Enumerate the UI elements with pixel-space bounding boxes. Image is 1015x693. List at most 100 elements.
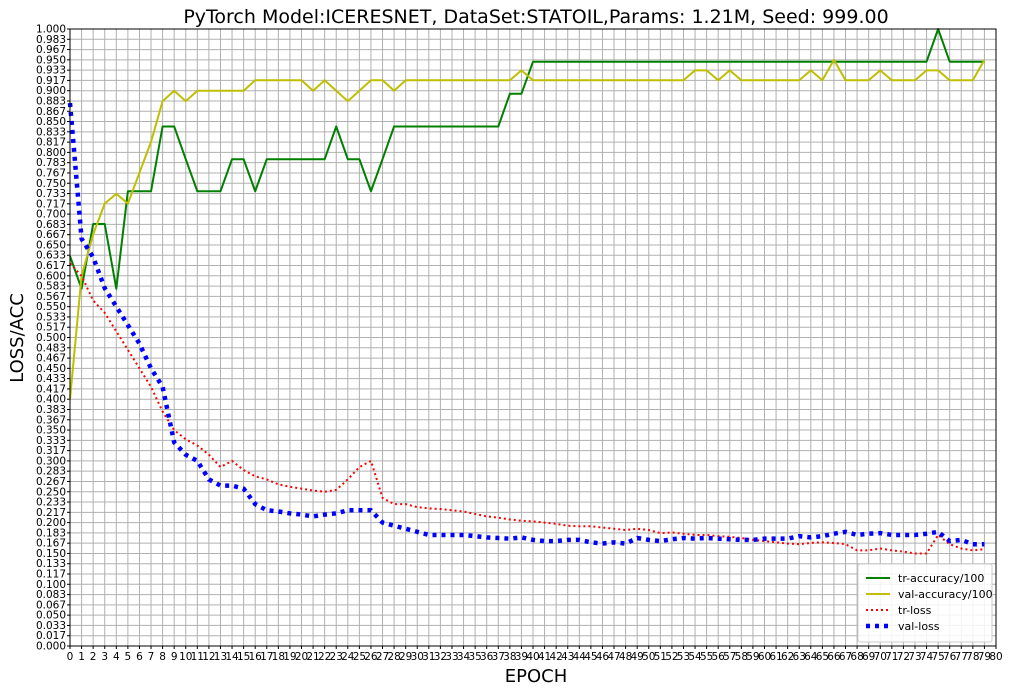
y-tick-label: 0.333 bbox=[36, 435, 66, 447]
x-tick-label: 20 bbox=[295, 651, 308, 663]
x-tick-label: 44 bbox=[573, 651, 587, 663]
legend-box bbox=[857, 563, 993, 643]
x-tick-label: 73 bbox=[908, 651, 921, 663]
y-tick-label: 0.683 bbox=[36, 219, 66, 231]
x-tick-label: 79 bbox=[978, 651, 991, 663]
y-tick-label: 0.350 bbox=[36, 425, 66, 437]
y-tick-label: 0.417 bbox=[36, 383, 66, 395]
y-tick-label: 0.600 bbox=[36, 270, 66, 282]
y-tick-label: 0.933 bbox=[36, 65, 66, 77]
y-tick-label: 0.950 bbox=[36, 54, 66, 66]
y-tick-label: 0.400 bbox=[36, 394, 66, 406]
y-tick-label: 0.483 bbox=[36, 342, 66, 354]
legend: tr-accuracy/100 val-accuracy/100 tr-loss va… bbox=[857, 563, 993, 643]
x-tick-label: 56 bbox=[712, 651, 726, 663]
y-tick-label: 0.983 bbox=[36, 34, 66, 46]
x-axis-ticks: 0 1 2 3 4 5 6 7 8 9 101112131415161718192021222324… bbox=[67, 646, 1003, 663]
x-tick-label: 80 bbox=[989, 651, 1002, 663]
y-axis-ticks: 0.0000.0170.0330.0500.0670.0830.1000.117… bbox=[36, 24, 70, 653]
y-tick-label: 0.617 bbox=[36, 260, 66, 272]
x-tick-label: 13 bbox=[214, 651, 227, 663]
series-line-val-accuracy-100 bbox=[69, 58, 986, 400]
x-tick-label: 46 bbox=[596, 651, 610, 663]
x-tick-label: 34 bbox=[457, 651, 471, 663]
x-tick-label: 68 bbox=[850, 651, 863, 663]
x-tick-label: 41 bbox=[538, 651, 551, 663]
x-tick-label: 39 bbox=[515, 651, 528, 663]
x-tick-label: 77 bbox=[955, 651, 968, 663]
x-tick-label: 8 bbox=[159, 651, 166, 663]
y-tick-label: 0.750 bbox=[36, 178, 66, 190]
y-tick-label: 0.800 bbox=[36, 147, 66, 159]
x-tick-label: 69 bbox=[862, 651, 875, 663]
x-tick-label: 50 bbox=[642, 651, 655, 663]
y-tick-label: 0.117 bbox=[36, 569, 66, 581]
x-tick-label: 74 bbox=[920, 651, 934, 663]
y-tick-label: 0.500 bbox=[36, 332, 66, 344]
x-tick-label: 78 bbox=[966, 651, 979, 663]
legend-label: val-accuracy/100 bbox=[898, 588, 993, 601]
x-tick-label: 42 bbox=[549, 651, 562, 663]
y-tick-label: 0.183 bbox=[36, 527, 66, 539]
x-tick-label: 23 bbox=[330, 651, 343, 663]
x-tick-label: 66 bbox=[827, 651, 841, 663]
y-tick-label: 0.083 bbox=[36, 589, 66, 601]
x-tick-label: 17 bbox=[260, 651, 273, 663]
y-tick-label: 0.883 bbox=[36, 95, 66, 107]
x-tick-label: 30 bbox=[411, 651, 424, 663]
y-tick-label: 0.817 bbox=[36, 137, 66, 149]
x-tick-label: 15 bbox=[237, 651, 250, 663]
x-tick-label: 43 bbox=[561, 651, 574, 663]
x-tick-label: 29 bbox=[399, 651, 412, 663]
y-tick-label: 0.867 bbox=[36, 106, 66, 118]
y-tick-label: 0.167 bbox=[36, 538, 66, 550]
x-tick-label: 61 bbox=[769, 651, 782, 663]
y-tick-label: 0.267 bbox=[36, 476, 66, 488]
x-tick-label: 72 bbox=[897, 651, 910, 663]
x-tick-label: 63 bbox=[793, 651, 806, 663]
y-tick-label: 0.833 bbox=[36, 126, 66, 138]
y-tick-label: 0.467 bbox=[36, 353, 66, 365]
x-tick-label: 12 bbox=[202, 651, 215, 663]
x-tick-label: 33 bbox=[445, 651, 458, 663]
x-tick-label: 3 bbox=[101, 651, 108, 663]
x-tick-label: 1 bbox=[78, 651, 85, 663]
x-tick-label: 35 bbox=[468, 651, 481, 663]
x-tick-label: 27 bbox=[376, 651, 389, 663]
x-tick-label: 5 bbox=[125, 651, 132, 663]
x-tick-label: 54 bbox=[688, 651, 702, 663]
y-tick-label: 0.767 bbox=[36, 167, 66, 179]
x-tick-label: 37 bbox=[492, 651, 505, 663]
chart-title: PyTorch Model:ICERESNET, DataSet:STATOIL… bbox=[183, 6, 888, 28]
x-tick-label: 24 bbox=[341, 651, 355, 663]
legend-label: val-loss bbox=[898, 620, 940, 633]
x-tick-label: 62 bbox=[781, 651, 794, 663]
x-tick-label: 58 bbox=[735, 651, 748, 663]
y-tick-label: 0.317 bbox=[36, 445, 66, 457]
y-tick-label: 0.217 bbox=[36, 507, 66, 519]
y-tick-label: 0.133 bbox=[36, 558, 66, 570]
x-tick-label: 67 bbox=[839, 651, 852, 663]
y-tick-label: 0.300 bbox=[36, 455, 66, 467]
x-tick-label: 70 bbox=[874, 651, 887, 663]
series-line-val-loss bbox=[67, 102, 985, 547]
x-tick-label: 14 bbox=[225, 651, 239, 663]
x-tick-label: 60 bbox=[758, 651, 771, 663]
y-tick-label: 0.633 bbox=[36, 250, 66, 262]
x-tick-label: 59 bbox=[746, 651, 759, 663]
x-tick-label: 47 bbox=[607, 651, 620, 663]
plot-frame bbox=[69, 28, 997, 647]
y-tick-label: 0.050 bbox=[36, 610, 66, 622]
y-tick-label: 0.967 bbox=[36, 44, 66, 56]
x-tick-label: 10 bbox=[179, 651, 192, 663]
y-tick-label: 0.067 bbox=[36, 599, 66, 611]
x-tick-label: 48 bbox=[619, 651, 632, 663]
x-tick-label: 0 bbox=[67, 651, 74, 663]
x-tick-label: 16 bbox=[249, 651, 263, 663]
x-tick-label: 4 bbox=[113, 651, 120, 663]
series-line-tr-loss bbox=[69, 262, 985, 555]
series-line-tr-accuracy-100 bbox=[69, 28, 985, 290]
y-tick-label: 0.150 bbox=[36, 548, 66, 560]
x-tick-label: 51 bbox=[654, 651, 667, 663]
y-tick-label: 0.783 bbox=[36, 157, 66, 169]
